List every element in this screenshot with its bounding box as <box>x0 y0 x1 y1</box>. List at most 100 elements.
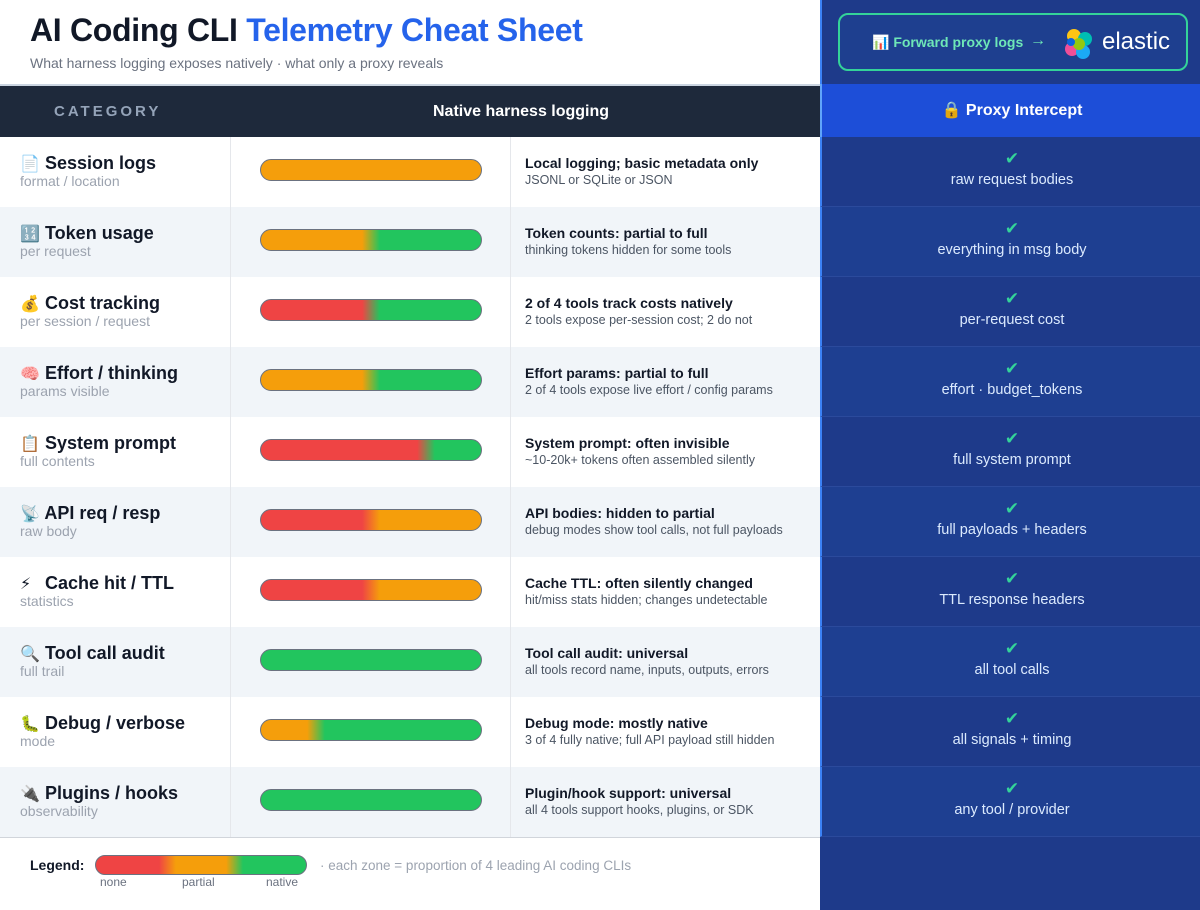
category-title-text: Debug / verbose <box>45 713 186 733</box>
check-icon: ✔ <box>1004 639 1020 658</box>
native-detail: ~10-20k+ tokens often assembled silently <box>525 453 755 467</box>
category-icon: ⚡ <box>20 576 32 593</box>
row-native: 📡 API req / resp raw body API bodies: hidd… <box>0 487 820 557</box>
category-title: 🔌 Plugins / hooks <box>20 783 178 804</box>
elastic-logo-icon <box>1065 29 1092 59</box>
column-proxy: 🔒 Proxy Intercept <box>820 84 1200 137</box>
category-subtitle: observability <box>20 803 98 819</box>
check-icon: ✔ <box>1004 779 1020 798</box>
row-proxy: ✔ everything in msg body <box>820 207 1200 277</box>
category-title-text: Effort / thinking <box>45 363 178 383</box>
row-native: 🔢 Token usage per request Token counts: pa… <box>0 207 820 277</box>
category-title: 🐛 Debug / verbose <box>20 713 185 734</box>
legend-note: · each zone = proportion of 4 leading AI… <box>320 858 632 873</box>
column-divider <box>510 417 511 487</box>
row-native: 📋 System prompt full contents System promp… <box>0 417 820 487</box>
column-divider <box>510 697 511 767</box>
column-divider <box>510 767 511 837</box>
column-proxy-label: 🔒 Proxy Intercept <box>941 102 1083 119</box>
table-row: 📄 Session logs format / location Local log… <box>0 137 1200 207</box>
coverage-bar <box>260 719 482 741</box>
coverage-bar <box>260 579 482 601</box>
category-subtitle: raw body <box>20 523 77 539</box>
category-title-text: Plugins / hooks <box>45 783 179 803</box>
title-accent: Telemetry Cheat Sheet <box>246 12 583 48</box>
category-title: 🔢 Token usage <box>20 223 154 244</box>
proxy-panel-top: 📊 Forward proxy logs → elastic <box>820 0 1200 84</box>
column-divider <box>510 137 511 207</box>
row-proxy: ✔ per-request cost <box>820 277 1200 347</box>
check-icon: ✔ <box>1004 569 1020 588</box>
column-divider <box>230 417 231 487</box>
row-proxy: ✔ effort · budget_tokens <box>820 347 1200 417</box>
row-native: ⚡ Cache hit / TTL statistics Cache TTL: of… <box>0 557 820 627</box>
category-subtitle: format / location <box>20 173 120 189</box>
page-subtitle: What harness logging exposes natively · … <box>30 55 444 71</box>
proxy-capability: raw request bodies <box>950 172 1074 188</box>
proxy-capability: all signals + timing <box>952 732 1072 748</box>
column-divider <box>510 557 511 627</box>
coverage-bar <box>260 159 482 181</box>
column-divider <box>230 697 231 767</box>
category-icon: 📡 <box>20 506 40 523</box>
category-icon: 🧠 <box>20 366 40 383</box>
check-icon: ✔ <box>1004 429 1020 448</box>
column-divider <box>510 627 511 697</box>
category-icon: 📋 <box>20 436 40 453</box>
legend-tick-native: native <box>266 875 299 889</box>
page-title: AI Coding CLI Telemetry Cheat Sheet <box>30 12 583 49</box>
column-category: CATEGORY <box>54 103 162 120</box>
native-detail: debug modes show tool calls, not full pa… <box>525 523 783 537</box>
row-native: 🧠 Effort / thinking params visible Effort … <box>0 347 820 417</box>
column-divider <box>510 277 511 347</box>
table-row: 💰 Cost tracking per session / request 2 of… <box>0 277 1200 347</box>
column-divider <box>230 627 231 697</box>
column-divider <box>230 767 231 837</box>
category-title-text: Token usage <box>45 223 154 243</box>
row-native: 🔍 Tool call audit full trail Tool call aud… <box>0 627 820 697</box>
row-proxy: ✔ TTL response headers <box>820 557 1200 627</box>
category-subtitle: statistics <box>20 593 74 609</box>
coverage-bar <box>260 509 482 531</box>
forward-proxy-logs-label: 📊 Forward proxy logs <box>872 34 1024 50</box>
table-row: 📋 System prompt full contents System promp… <box>0 417 1200 487</box>
column-divider <box>230 487 231 557</box>
table-row: 🐛 Debug / verbose mode Debug mode: mostly … <box>0 697 1200 767</box>
category-title: 📄 Session logs <box>20 153 156 174</box>
category-title: 💰 Cost tracking <box>20 293 160 314</box>
category-title: 📡 API req / resp <box>20 503 160 524</box>
category-title: 🧠 Effort / thinking <box>20 363 178 384</box>
column-divider <box>230 347 231 417</box>
row-native: 🐛 Debug / verbose mode Debug mode: mostly … <box>0 697 820 767</box>
coverage-bar <box>260 649 482 671</box>
native-description: System prompt: often invisible <box>525 435 730 451</box>
proxy-capability: any tool / provider <box>954 802 1070 818</box>
table-row: 🔌 Plugins / hooks observability Plugin/hoo… <box>0 767 1200 837</box>
category-title-text: Cache hit / TTL <box>45 573 175 593</box>
column-divider <box>510 347 511 417</box>
coverage-bar <box>260 439 482 461</box>
column-divider <box>230 207 231 277</box>
legend-tick-partial: partial <box>182 875 215 889</box>
row-proxy: ✔ full payloads + headers <box>820 487 1200 557</box>
category-subtitle: full trail <box>20 663 65 679</box>
table-row: 🔍 Tool call audit full trail Tool call aud… <box>0 627 1200 697</box>
title-main: AI Coding CLI <box>30 12 238 48</box>
row-proxy: ✔ raw request bodies <box>820 137 1200 207</box>
row-native: 📄 Session logs format / location Local log… <box>0 137 820 207</box>
native-detail: thinking tokens hidden for some tools <box>525 243 732 257</box>
native-description: API bodies: hidden to partial <box>525 505 715 521</box>
proxy-capability: full system prompt <box>953 452 1071 468</box>
row-proxy: ✔ full system prompt <box>820 417 1200 487</box>
legend-label: Legend: <box>30 857 85 873</box>
coverage-bar <box>260 229 482 251</box>
check-icon: ✔ <box>1004 359 1020 378</box>
telemetry-rows: 📄 Session logs format / location Local log… <box>0 137 1200 837</box>
column-divider <box>510 487 511 557</box>
column-native: Native harness logging <box>433 103 610 120</box>
check-icon: ✔ <box>1004 499 1020 518</box>
row-proxy: ✔ all tool calls <box>820 627 1200 697</box>
native-detail: all tools record name, inputs, outputs, … <box>525 663 769 677</box>
forward-proxy-logs-button[interactable]: 📊 Forward proxy logs → elastic <box>838 13 1188 71</box>
category-title-text: API req / resp <box>44 503 161 523</box>
